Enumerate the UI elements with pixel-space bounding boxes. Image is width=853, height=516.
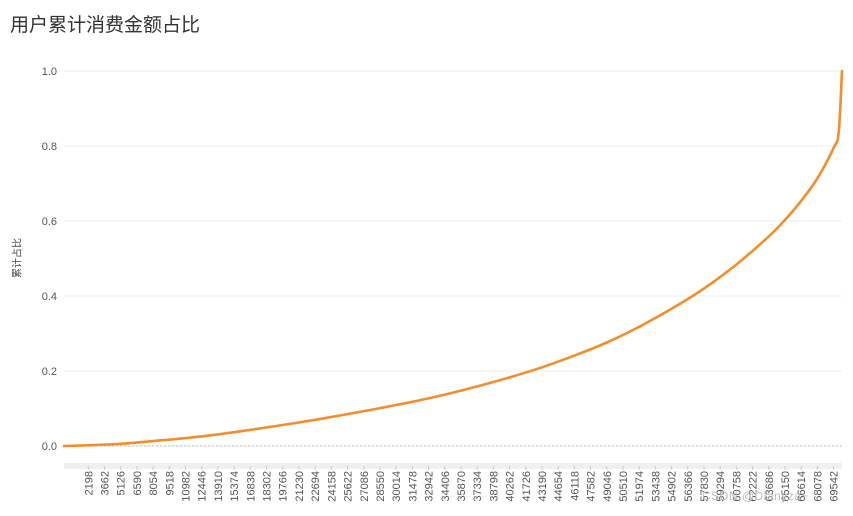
x-tick-label: 32942 [424,471,436,502]
x-tick-label: 25622 [343,471,355,502]
x-tick-label: 9518 [164,471,176,495]
x-tick-label: 63686 [764,471,776,502]
x-tick-label: 12446 [197,471,209,502]
x-tick-label: 43190 [537,471,549,502]
x-tick-label: 65150 [780,471,792,502]
x-tick-label: 18302 [262,471,274,502]
y-tick-label: 0.0 [42,441,57,453]
y-tick-label: 0.8 [42,141,57,153]
plot-area [64,50,842,468]
x-tick-label: 34406 [440,471,452,502]
x-tick-label: 41726 [521,471,533,502]
x-tick-label: 66614 [796,471,808,502]
x-tick-label: 37334 [472,471,484,502]
x-tick-label: 47582 [586,471,598,502]
x-tick-label: 35870 [456,471,468,502]
x-tick-label: 16838 [245,471,257,502]
x-tick-label: 38798 [488,471,500,502]
x-tick-label: 68078 [812,471,824,502]
y-tick-label: 0.6 [42,216,57,228]
x-tick-label: 69542 [829,471,841,502]
x-tick-label: 60758 [731,471,743,502]
series-line [62,69,844,448]
x-tick-label: 19766 [278,471,290,502]
x-tick-label: 50510 [618,471,630,502]
y-tick-label: 0.4 [42,291,57,303]
x-tick-label: 21230 [294,471,306,502]
x-tick-label: 10982 [181,471,193,502]
x-tick-label: 27086 [359,471,371,502]
x-tick-label: 46118 [569,471,581,501]
x-tick-label: 56366 [683,471,695,502]
x-tick-label: 5126 [116,471,128,495]
x-tick-label: 51974 [634,471,646,502]
x-tick-label: 24158 [326,471,338,502]
x-tick-label: 3662 [100,471,112,495]
x-tick-label: 30014 [391,471,403,502]
x-tick-label: 49046 [602,471,614,502]
x-tick-label: 22694 [310,471,322,502]
x-axis-band [64,463,842,469]
x-tick-label: 13910 [213,471,225,502]
x-tick-label: 8054 [148,471,160,495]
x-tick-label: 62222 [748,471,760,502]
x-tick-label: 59294 [715,471,727,502]
y-tick-label: 0.2 [42,366,57,378]
x-tick-label: 15374 [229,471,241,502]
y-tick-label: 1.0 [42,66,57,78]
x-tick-label: 28550 [375,471,387,502]
x-tick-label: 44654 [553,471,565,502]
watermark: CSDN @Dianyza~ [702,489,809,503]
x-tick-label: 31478 [407,471,419,502]
x-tick-label: 53438 [650,471,662,502]
x-tick-label: 40262 [505,471,517,502]
x-tick-label: 57830 [699,471,711,502]
chart-title: 用户累计消费金额占比 [10,14,201,36]
x-tick-label: 2198 [83,471,95,495]
x-tick-label: 54902 [667,471,679,502]
x-tick-label: 6590 [132,471,144,495]
